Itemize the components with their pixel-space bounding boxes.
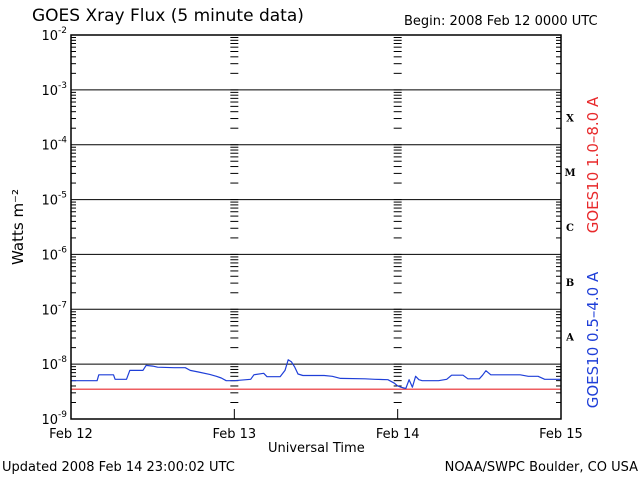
legend-short-channel: GOES10 0.5–4.0 A: [584, 271, 602, 408]
series-line-short-channel: [71, 359, 561, 390]
y-tick-label-1e-9: 10-9: [41, 410, 67, 428]
plot-border: [70, 34, 562, 420]
y-tick-labels: 10-9 10-8 10-7 10-6 10-5 10-4 10-3 10-2: [41, 26, 67, 428]
y-tick-label-1e-8: 10-8: [41, 355, 67, 373]
y-tick-label-1e-7: 10-7: [41, 300, 67, 318]
day-divider-feb-14: [393, 37, 402, 420]
flare-class-b: B: [566, 278, 574, 289]
y-tick-label-1e-4: 10-4: [41, 136, 67, 154]
day-divider-feb-13: [230, 37, 239, 420]
y-tick-label-1e-3: 10-3: [41, 81, 67, 99]
flare-class-a: A: [565, 333, 574, 344]
x-axis-label: Universal Time: [268, 441, 365, 456]
plot-frame: [70, 34, 562, 420]
x-tick-label-feb-12: Feb 12: [49, 427, 93, 442]
updated-timestamp: Updated 2008 Feb 14 23:00:02 UTC: [2, 460, 235, 475]
x-tick-label-feb-14: Feb 14: [376, 427, 420, 442]
flare-class-labels: A B C M X: [564, 113, 575, 343]
grid-lines: [71, 37, 561, 403]
y-tick-label-1e-2: 10-2: [41, 26, 67, 44]
legend: GOES10 1.0–8.0 A GOES10 0.5–4.0 A: [584, 96, 602, 408]
axis-labels: Watts m⁻²: [9, 189, 27, 265]
y-tick-label-1e-5: 10-5: [41, 191, 67, 209]
flare-class-m: M: [564, 168, 575, 179]
series-lines: [71, 359, 561, 390]
x-tick-label-feb-13: Feb 13: [212, 427, 256, 442]
y-tick-label-1e-6: 10-6: [41, 245, 67, 263]
flare-class-x: X: [566, 113, 574, 124]
begin-time-label: Begin: 2008 Feb 12 0000 UTC: [404, 14, 598, 29]
y-axis-label: Watts m⁻²: [9, 189, 27, 265]
x-axis-ticks: [230, 37, 402, 420]
x-tick-labels: Feb 12 Feb 13 Feb 14 Feb 15: [49, 427, 583, 442]
legend-long-channel: GOES10 1.0–8.0 A: [584, 96, 602, 233]
x-tick-label-feb-15: Feb 15: [539, 427, 583, 442]
flare-class-c: C: [566, 223, 574, 234]
credit-label: NOAA/SWPC Boulder, CO USA: [444, 460, 638, 475]
chart-title: GOES Xray Flux (5 minute data): [32, 6, 304, 26]
